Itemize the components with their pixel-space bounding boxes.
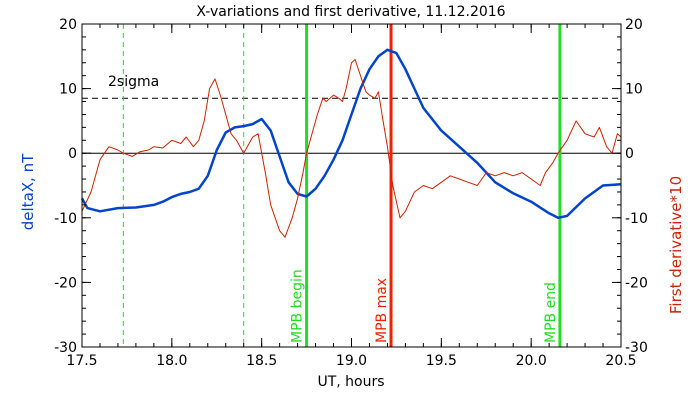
y-tick-label-left: -30 (54, 340, 77, 356)
x-tick-label: 17.5 (66, 353, 97, 369)
y-tick-label-left: -10 (54, 211, 77, 227)
y-tick-label-right: 10 (625, 82, 643, 98)
x-tick-label: 18.0 (156, 353, 187, 369)
threshold-label: 2sigma (108, 74, 159, 90)
x-tick-label: 19.0 (336, 353, 367, 369)
y-tick-label-right: -30 (625, 340, 648, 356)
chart-title: X-variations and first derivative, 11.12… (196, 4, 505, 20)
y-tick-label-left: 0 (68, 146, 77, 162)
y-tick-label-right: -20 (625, 275, 648, 291)
marker-label-mpb-max: MPB max (374, 278, 390, 343)
x-tick-label: 20.0 (516, 353, 547, 369)
marker-label-mpb-end: MPB end (543, 282, 559, 343)
y-tick-label-left: 10 (59, 82, 77, 98)
series-line-derivative (81, 59, 622, 238)
series-lines (80, 48, 622, 238)
y-tick-label-left: 20 (59, 17, 77, 33)
y-tick-label-right: -10 (625, 211, 648, 227)
y-tick-label-right: 20 (625, 17, 643, 33)
y-axis-right-label: First derivative*10 (667, 176, 685, 314)
x-axis-label: UT, hours (317, 374, 384, 390)
x-tick-label: 18.5 (246, 353, 277, 369)
y-axis-left-label: deltaX, nT (19, 153, 37, 230)
mpb-markers: MPB begin MPB max MPB end (122, 24, 562, 347)
axes: 17.5 18.0 18.5 19.0 19.5 20.0 20.5 20 20 10 10 0 0 -1… (54, 17, 648, 369)
x-tick-label: 19.5 (426, 353, 457, 369)
series-line-deltaX (80, 48, 622, 220)
marker-label-mpb-begin: MPB begin (290, 269, 306, 343)
y-tick-label-left: -20 (54, 275, 77, 291)
x-tick-label: 20.5 (605, 353, 636, 369)
y-tick-label-right: 0 (625, 146, 634, 162)
reference-lines (82, 97, 621, 154)
